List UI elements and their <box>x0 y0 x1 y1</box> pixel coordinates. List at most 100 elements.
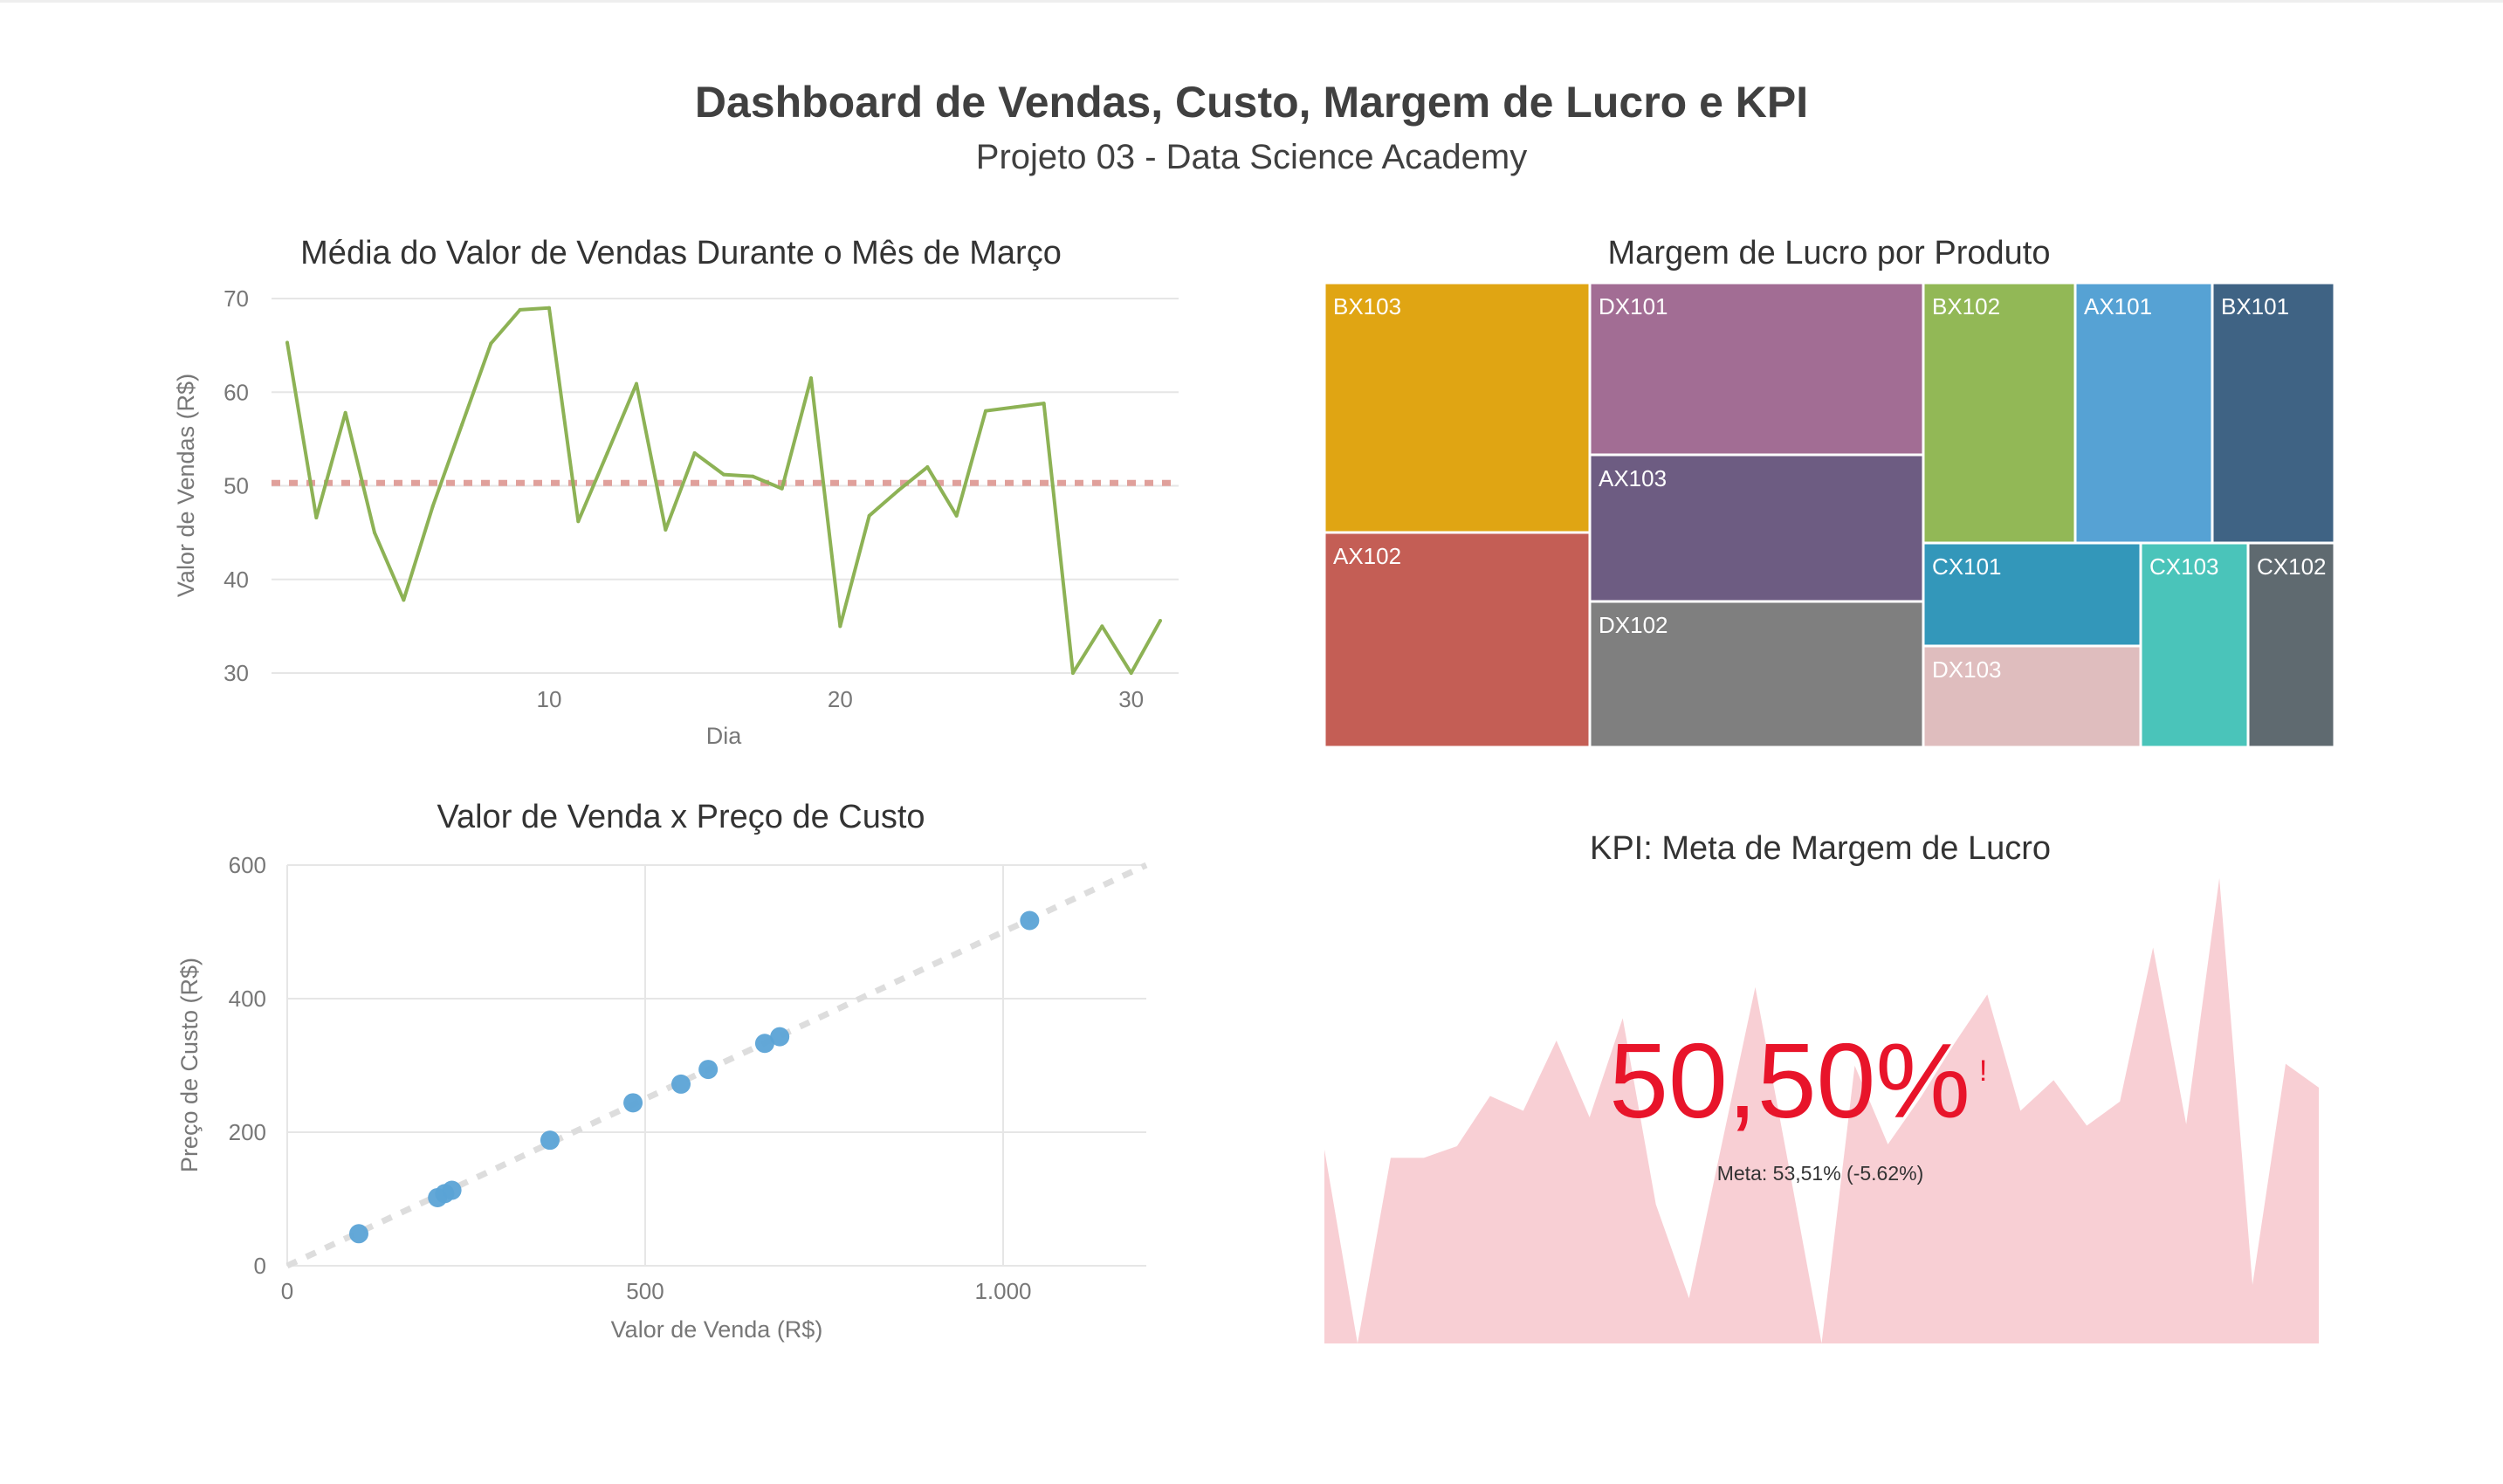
scatter-point <box>442 1180 462 1200</box>
x-tick-label: 500 <box>626 1278 664 1304</box>
scatter-point <box>770 1027 790 1047</box>
y-tick-label: 50 <box>223 473 249 499</box>
data-point <box>314 515 319 519</box>
kpi-alert-indicator: ! <box>1979 1055 1987 1088</box>
treemap-label: CX101 <box>1932 553 2002 580</box>
treemap-label: AX101 <box>2084 293 2152 319</box>
data-point <box>343 410 347 415</box>
scatter-chart-title: Valor de Venda x Preço de Custo <box>437 799 925 835</box>
treemap-cell-ax102: AX102 <box>1323 531 1592 749</box>
y-tick-label: 400 <box>229 986 266 1012</box>
treemap-label: AX102 <box>1333 543 1401 569</box>
data-point <box>722 472 725 477</box>
data-point <box>1129 671 1133 675</box>
data-point <box>954 513 959 518</box>
data-point <box>897 488 900 492</box>
treemap-label: DX102 <box>1599 612 1668 638</box>
dashboard-title: Dashboard de Vendas, Custo, Margem de Lu… <box>694 78 1809 127</box>
treemap-cell-dx102: DX102 <box>1588 600 1925 749</box>
data-point <box>489 341 493 346</box>
line-chart-ylabel: Valor de Vendas (R$) <box>173 374 199 597</box>
y-tick-label: 600 <box>229 852 266 878</box>
treemap-rect <box>1922 644 2142 749</box>
data-point <box>605 450 609 455</box>
treemap-cell-ax103: AX103 <box>1588 453 1925 603</box>
treemap-cell-dx103: DX103 <box>1922 644 2142 749</box>
x-tick-label: 0 <box>281 1278 293 1304</box>
data-point <box>373 531 376 535</box>
treemap-rect <box>1588 281 1925 457</box>
scatter-point <box>754 1034 774 1054</box>
x-tick-label: 10 <box>537 686 562 712</box>
treemap-label: CX102 <box>2257 553 2327 580</box>
data-point <box>635 381 638 386</box>
data-point <box>751 474 755 478</box>
treemap-label: DX101 <box>1599 293 1668 319</box>
treemap: BX103 AX102 DX101 AX103 DX102 BX102 AX101 BX101… <box>1323 281 2336 749</box>
data-point <box>1100 624 1104 629</box>
scatter-point <box>540 1130 560 1151</box>
treemap-label: BX102 <box>1932 293 2000 319</box>
scatter-point <box>671 1074 691 1094</box>
treemap-label: CX103 <box>2149 553 2219 580</box>
kpi-value: 50,50% <box>1609 1021 1970 1140</box>
data-point <box>925 465 930 470</box>
data-point <box>1013 405 1017 409</box>
treemap-label: DX103 <box>1932 656 2002 683</box>
x-tick-label: 30 <box>1118 686 1144 712</box>
data-point <box>984 409 987 413</box>
data-point <box>285 340 289 345</box>
y-tick-label: 60 <box>223 379 249 405</box>
y-tick-label: 0 <box>254 1253 266 1279</box>
treemap-cell-bx101: BX101 <box>2211 281 2336 545</box>
y-tick-label: 30 <box>223 660 249 686</box>
data-point <box>547 306 551 310</box>
treemap-label: AX103 <box>1599 465 1667 491</box>
treemap-rect <box>1323 281 1592 534</box>
data-point <box>430 505 435 509</box>
treemap-rect <box>2139 541 2250 749</box>
treemap-cell-cx103: CX103 <box>2139 541 2250 749</box>
y-tick-label: 70 <box>223 285 249 312</box>
data-point <box>664 527 668 532</box>
scatter-point <box>623 1093 643 1113</box>
treemap-rect <box>1323 531 1592 749</box>
dashboard-subtitle: Projeto 03 - Data Science Academy <box>975 138 1528 176</box>
data-point <box>1071 671 1075 675</box>
data-point <box>402 598 406 602</box>
treemap-cell-dx101: DX101 <box>1588 281 1925 457</box>
scatter-point <box>349 1224 368 1244</box>
kpi-goal-text: Meta: 53,51% (-5.62%) <box>1717 1162 1924 1185</box>
treemap-label: BX103 <box>1333 293 1401 319</box>
x-tick-label: 1.000 <box>974 1278 1031 1304</box>
scatter-chart-xlabel: Valor de Venda (R$) <box>611 1316 823 1343</box>
kpi-title: KPI: Meta de Margem de Lucro <box>1590 830 2051 867</box>
treemap-title: Margem de Lucro por Produto <box>1608 235 2051 271</box>
treemap-rect <box>1922 281 2077 545</box>
line-chart-title: Média do Valor de Vendas Durante o Mês d… <box>300 235 1062 271</box>
data-point <box>867 513 871 518</box>
kpi-trend-area <box>1324 878 2319 1343</box>
scatter-point <box>698 1060 719 1080</box>
treemap-cell-cx101: CX101 <box>1922 541 2142 648</box>
x-tick-label: 20 <box>828 686 853 712</box>
data-point <box>1042 402 1046 406</box>
treemap-cell-ax101: AX101 <box>2073 281 2214 545</box>
top-border <box>0 0 2503 3</box>
data-point <box>1159 618 1162 622</box>
treemap-rect <box>2211 281 2336 545</box>
data-point <box>518 307 522 312</box>
scatter-point <box>1020 910 1040 931</box>
kpi-chart <box>1324 878 2319 1343</box>
scatter-chart-ylabel: Preço de Custo (R$) <box>176 958 203 1172</box>
treemap-cell-cx102: CX102 <box>2246 541 2336 749</box>
scatter-chart: 0 200 400 600 0 500 1.000 <box>229 852 1148 1304</box>
data-point <box>576 519 581 524</box>
data-point <box>460 423 464 427</box>
treemap-label: BX101 <box>2221 293 2289 319</box>
sales-line <box>285 306 1162 675</box>
treemap-cell-bx103: BX103 <box>1323 281 1592 534</box>
data-point <box>809 376 813 381</box>
treemap-rect <box>1588 600 1925 749</box>
